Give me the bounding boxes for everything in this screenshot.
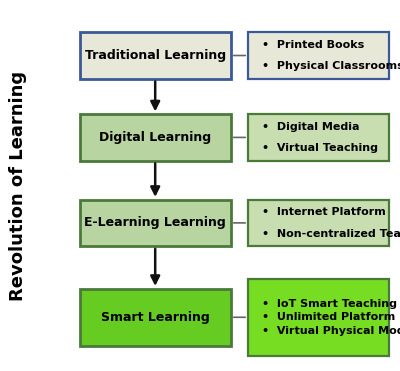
- Text: Digital Learning: Digital Learning: [99, 131, 211, 144]
- Text: Revolution of Learning: Revolution of Learning: [9, 70, 27, 301]
- Text: Smart Learning: Smart Learning: [101, 311, 210, 324]
- Text: •  Non-centralized Teaching: • Non-centralized Teaching: [262, 229, 400, 239]
- Text: •  Unlimited Platform: • Unlimited Platform: [262, 312, 395, 322]
- FancyBboxPatch shape: [248, 32, 389, 79]
- Text: Traditional Learning: Traditional Learning: [85, 49, 226, 62]
- FancyBboxPatch shape: [80, 32, 231, 79]
- FancyBboxPatch shape: [80, 289, 231, 346]
- Text: •  Digital Media: • Digital Media: [262, 122, 359, 132]
- Text: •  Virtual Teaching: • Virtual Teaching: [262, 143, 378, 153]
- FancyBboxPatch shape: [80, 114, 231, 161]
- FancyBboxPatch shape: [248, 200, 389, 246]
- Text: •  Physical Classrooms: • Physical Classrooms: [262, 61, 400, 71]
- FancyBboxPatch shape: [248, 114, 389, 161]
- Text: •  IoT Smart Teaching: • IoT Smart Teaching: [262, 299, 397, 309]
- Text: •  Internet Platform: • Internet Platform: [262, 207, 386, 217]
- FancyBboxPatch shape: [80, 200, 231, 246]
- Text: E-Learning Learning: E-Learning Learning: [84, 216, 226, 229]
- FancyBboxPatch shape: [248, 279, 389, 356]
- Text: •  Printed Books: • Printed Books: [262, 40, 364, 50]
- Text: •  Virtual Physical Model: • Virtual Physical Model: [262, 326, 400, 336]
